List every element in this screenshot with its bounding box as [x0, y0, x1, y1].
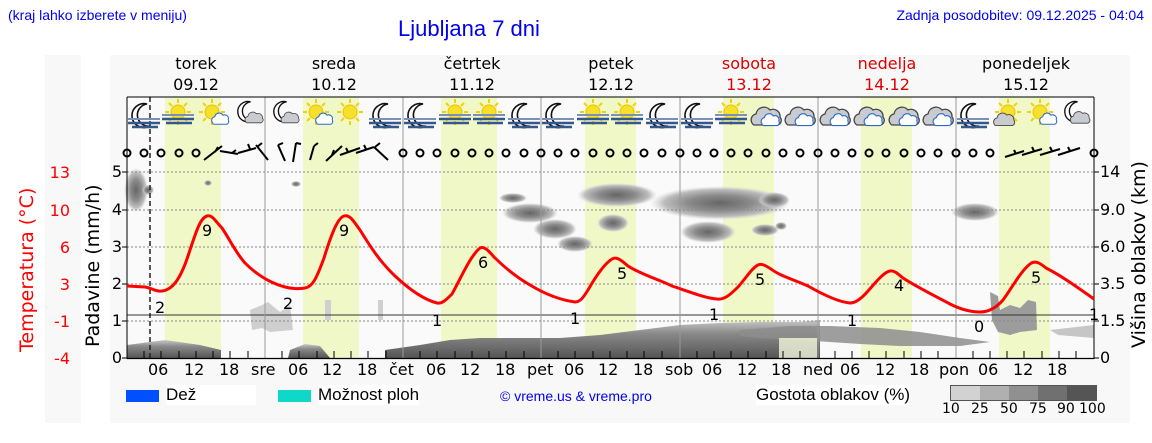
temp-annotation: 6 — [478, 253, 489, 272]
showers-legend-label: Možnost ploh — [318, 385, 420, 405]
temp-annotation: 1 — [847, 311, 858, 330]
x-tick: 12 — [1013, 360, 1034, 379]
cloud-height-tick: 0 — [1100, 348, 1111, 367]
day-header-torek: torek 09.12 — [173, 54, 219, 94]
x-tick: 12 — [322, 360, 343, 379]
wind-row — [122, 142, 1099, 163]
temp-annotation: 9 — [339, 221, 350, 240]
temp-annotation: 2 — [155, 298, 166, 317]
cloud-height-tick: 3.5 — [1100, 274, 1126, 293]
temp-annotation: 1 — [570, 309, 581, 328]
location-hint[interactable]: (kraj lahko izberete v meniju) — [8, 7, 187, 23]
temperature-axis-panel — [45, 55, 81, 423]
temp-annotation: 9 — [202, 221, 213, 240]
x-tick: 18 — [357, 360, 378, 379]
x-tick: 12 — [737, 360, 758, 379]
x-tick: 18 — [219, 360, 240, 379]
temp-annotation: 1 — [432, 311, 443, 330]
density-legend-label: Gostota oblakov (%) — [756, 385, 911, 405]
density-tick: 50 — [1000, 401, 1018, 417]
temp-annotation: 1 — [1089, 305, 1100, 324]
precip-tick: 0 — [111, 348, 122, 367]
x-tick: 06 — [978, 360, 999, 379]
gridlines — [127, 171, 1094, 322]
x-tick: 06 — [564, 360, 585, 379]
x-tick-day: pon — [939, 360, 970, 379]
temp-annotation: 0 — [974, 317, 985, 336]
temp-tick: -1 — [54, 312, 70, 331]
showers-legend-swatch — [278, 390, 311, 402]
x-tick: 12 — [598, 360, 619, 379]
temp-annotation: 1 — [709, 305, 720, 324]
x-tick-day: ned — [803, 360, 834, 379]
x-tick: 06 — [426, 360, 447, 379]
temp-tick: 10 — [49, 201, 70, 220]
x-tick-day: sre — [251, 360, 276, 379]
x-tick: 06 — [148, 360, 169, 379]
x-tick-day: čet — [389, 360, 414, 379]
density-tick: 25 — [971, 401, 989, 417]
cloud-height-tick: 14 — [1100, 162, 1121, 181]
temp-annotation: 5 — [1031, 268, 1042, 287]
day-header-petek: petek 12.12 — [588, 54, 634, 94]
temp-tick: 13 — [49, 163, 70, 182]
day-header-sreda: sreda 10.12 — [311, 54, 357, 94]
x-tick: 06 — [702, 360, 723, 379]
temp-tick: 6 — [59, 238, 70, 257]
precip-tick: 1 — [111, 311, 122, 330]
x-tick: 06 — [288, 360, 309, 379]
temp-annotation: 5 — [617, 264, 628, 283]
day-header-sobota: sobota 13.12 — [721, 54, 777, 94]
rain-legend-swatch — [126, 390, 159, 402]
x-tick-day: pet — [527, 360, 554, 379]
density-scale — [950, 385, 1097, 401]
x-tick-marks — [143, 351, 1077, 358]
temp-annotation: 5 — [755, 270, 766, 289]
temp-tick: -4 — [54, 349, 70, 368]
x-tick: 12 — [460, 360, 481, 379]
x-tick: 18 — [909, 360, 930, 379]
last-update: Zadnja posodobitev: 09.12.2025 - 04:04 — [896, 7, 1144, 23]
day-separators — [264, 97, 957, 358]
temp-annotation: 2 — [283, 294, 294, 313]
density-tick: 100 — [1079, 401, 1106, 417]
temperature-line — [126, 214, 1095, 314]
day-header-ponedeljek: ponedeljek 15.12 — [982, 54, 1070, 94]
x-tick: 18 — [633, 360, 654, 379]
x-tick: 18 — [495, 360, 516, 379]
day-header-cetrtek: četrtek 11.12 — [443, 54, 501, 94]
density-tick: 90 — [1057, 401, 1075, 417]
page-title: Ljubljana 7 dni — [398, 16, 540, 41]
density-tick: 10 — [942, 401, 960, 417]
x-tick: 12 — [875, 360, 896, 379]
precip-tick: 2 — [111, 274, 122, 293]
rain-legend-label: Dež — [166, 385, 257, 405]
cloud-density-layer — [124, 168, 1094, 358]
precip-tick: 5 — [111, 162, 122, 181]
temp-annotation: 4 — [894, 276, 905, 295]
x-tick: 18 — [771, 360, 792, 379]
density-tick: 75 — [1029, 401, 1047, 417]
x-tick: 18 — [1047, 360, 1068, 379]
precip-tick: 4 — [111, 200, 122, 219]
cloud-height-tick: 1.5 — [1100, 311, 1126, 330]
x-tick: 12 — [184, 360, 205, 379]
cloud-height-tick: 6.0 — [1100, 237, 1126, 256]
temp-tick: 3 — [59, 275, 70, 294]
precip-tick: 3 — [111, 237, 122, 256]
copyright-link[interactable]: © vreme.us & vreme.pro — [500, 388, 652, 404]
day-header-nedelja: nedelja 14.12 — [857, 54, 917, 94]
x-tick: 06 — [840, 360, 861, 379]
cloud-height-tick: 9.0 — [1100, 200, 1126, 219]
x-tick-day: sob — [665, 360, 694, 379]
